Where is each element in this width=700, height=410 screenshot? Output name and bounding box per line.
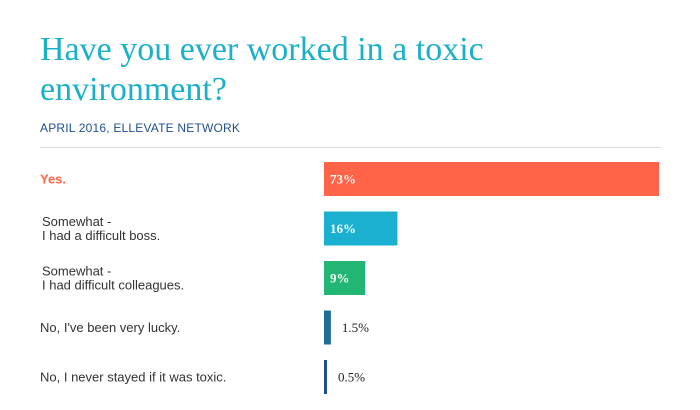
header-divider	[40, 147, 661, 148]
bar-2	[324, 261, 366, 295]
chart-subtitle: APRIL 2016, ELLEVATE NETWORK	[40, 121, 241, 135]
category-label-1: Somewhat -I had a difficult boss.	[42, 214, 160, 243]
bar-0	[324, 162, 659, 196]
bar-value-label-0: 73%	[330, 172, 356, 187]
bar-1	[324, 211, 398, 246]
bar-4	[324, 360, 327, 394]
bar-3	[324, 310, 331, 345]
bar-value-label-1: 16%	[330, 221, 356, 236]
category-label-3: No, I've been very lucky.	[40, 320, 180, 335]
category-label-line: No, I never stayed if it was toxic.	[40, 370, 226, 385]
category-label-line: Yes.	[40, 172, 66, 187]
category-label-line: No, I've been very lucky.	[40, 320, 180, 335]
bar-value-label-2: 9%	[330, 271, 350, 286]
category-label-4: No, I never stayed if it was toxic.	[40, 370, 226, 385]
category-label-line: Somewhat -	[42, 264, 111, 279]
chart-title: Have you ever worked in a toxic environm…	[40, 31, 484, 108]
category-label-line: I had a difficult boss.	[42, 228, 160, 243]
category-label-2: Somewhat -I had difficult colleagues.	[42, 264, 184, 293]
category-label-0: Yes.	[40, 172, 66, 187]
category-label-line: Somewhat -	[42, 214, 111, 229]
bar-value-label-4: 0.5%	[338, 370, 365, 385]
bar-value-label-3: 1.5%	[342, 320, 369, 335]
category-label-line: I had difficult colleagues.	[42, 278, 184, 293]
